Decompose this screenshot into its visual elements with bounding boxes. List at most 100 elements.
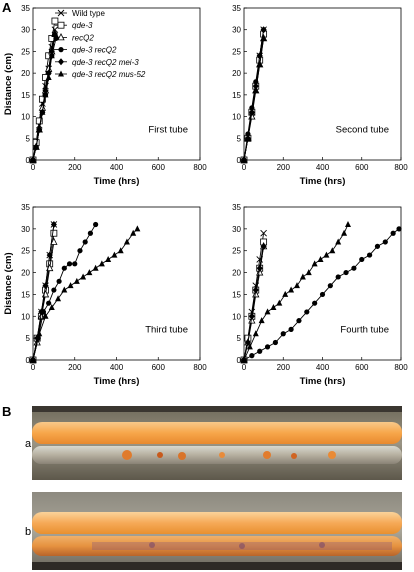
y-tick-label: 5 — [26, 334, 31, 343]
data-point — [241, 356, 247, 363]
data-point — [67, 282, 74, 289]
legend-marker — [58, 47, 64, 53]
x-tick-label: 800 — [394, 363, 408, 372]
data-point — [55, 295, 62, 302]
data-point — [252, 87, 259, 94]
data-point — [264, 344, 271, 350]
data-point — [134, 225, 141, 232]
data-point — [299, 273, 306, 280]
data-point — [35, 117, 43, 125]
y-tick-label: 30 — [21, 26, 30, 35]
chart-title: First tube — [148, 125, 188, 136]
y-tick-label: 20 — [232, 69, 241, 78]
x-tick-label: 400 — [110, 363, 124, 372]
y-tick-label: 15 — [232, 91, 241, 100]
x-tick-label: 0 — [242, 363, 247, 372]
y-tick-label: 20 — [232, 269, 241, 278]
data-point — [130, 229, 137, 236]
panel-b-label: B — [2, 404, 12, 419]
y-tick-label: 30 — [232, 225, 241, 234]
y-tick-label: 25 — [21, 47, 30, 56]
y-tick-label: 5 — [237, 134, 242, 143]
x-tick-label: 800 — [193, 363, 207, 372]
data-point — [323, 251, 330, 258]
data-point — [345, 220, 352, 227]
data-point — [61, 286, 68, 293]
chart-4: 0 5 10 15 20 25 30 35 0 200 400 600 800 Time (hrs) Fou… — [232, 203, 408, 387]
y-tick-label: 15 — [21, 290, 30, 299]
data-point — [252, 286, 259, 294]
data-point — [319, 291, 326, 298]
data-point — [304, 309, 310, 315]
data-point — [51, 17, 59, 25]
data-point — [98, 260, 105, 267]
data-point — [48, 52, 55, 59]
data-point — [312, 300, 318, 306]
data-point — [305, 269, 312, 276]
plot-frame — [32, 7, 201, 161]
chart-1: 0 5 10 15 20 25 30 35 0 200 400 600 800 Time (hrs) Dis… — [3, 4, 207, 187]
x-tick-label: 0 — [242, 163, 247, 172]
x-tick-label: 800 — [193, 163, 207, 172]
x-tick-label: 0 — [31, 363, 36, 372]
data-point — [374, 243, 381, 249]
x-axis-label: Time (hrs) — [94, 376, 140, 387]
x-tick-label: 200 — [68, 363, 82, 372]
y-tick-label: 15 — [21, 91, 30, 100]
data-point — [36, 126, 43, 133]
y-tick-label: 25 — [232, 47, 241, 56]
data-point — [260, 242, 267, 250]
data-point — [42, 91, 49, 98]
data-point — [256, 60, 263, 67]
legend-marker — [57, 9, 65, 17]
data-point — [327, 283, 333, 289]
data-point — [317, 255, 324, 262]
x-axis-label: Time (hrs) — [300, 176, 346, 187]
data-point — [390, 230, 396, 236]
data-point — [258, 317, 265, 324]
y-tick-label: 0 — [237, 156, 242, 165]
legend-label: qde-3 — [72, 21, 93, 30]
x-tick-label: 400 — [110, 163, 124, 172]
data-point — [86, 269, 93, 276]
data-point — [272, 339, 278, 346]
panel-a-label: A — [2, 0, 12, 15]
data-point — [367, 252, 373, 258]
plot-frame — [243, 7, 402, 161]
y-tick-label: 20 — [21, 269, 30, 278]
x-tick-label: 200 — [277, 363, 291, 372]
data-point — [51, 30, 58, 37]
legend-marker — [57, 21, 65, 29]
data-point — [246, 343, 253, 350]
y-tick-label: 10 — [21, 113, 30, 122]
data-point — [73, 277, 80, 284]
data-point — [293, 282, 300, 289]
data-point — [30, 156, 36, 163]
data-point — [38, 95, 46, 103]
photo-a-label: a — [25, 438, 32, 450]
data-point — [351, 265, 357, 271]
data-point — [244, 339, 251, 347]
chart-title: Fourth tube — [340, 324, 389, 335]
data-point — [260, 26, 267, 34]
data-point — [264, 308, 271, 315]
data-point — [105, 255, 112, 262]
data-point — [396, 226, 402, 232]
data-point — [72, 261, 78, 267]
data-point — [311, 260, 318, 267]
legend-label: recQ2 — [72, 33, 94, 42]
y-axis-label: Distance (cm) — [3, 53, 14, 115]
data-point — [260, 229, 267, 237]
data-point — [42, 312, 49, 319]
data-point — [66, 261, 73, 267]
data-point — [256, 268, 264, 276]
y-tick-label: 25 — [21, 247, 30, 256]
y-tick-label: 30 — [21, 225, 30, 234]
data-point — [77, 248, 83, 254]
data-point — [241, 156, 247, 163]
data-point — [82, 239, 88, 245]
data-point — [256, 264, 263, 272]
data-point — [50, 220, 57, 228]
data-point — [248, 316, 256, 324]
